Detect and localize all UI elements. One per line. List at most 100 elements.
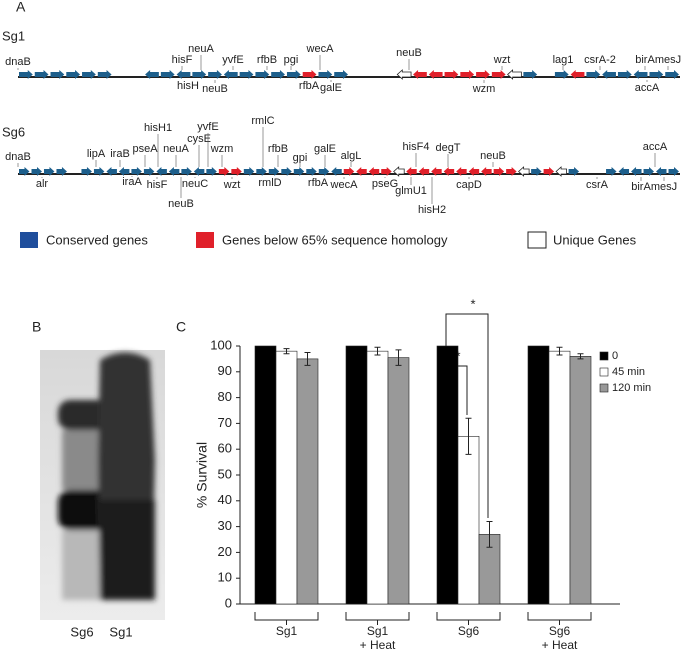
gene-label: rfbA [308, 177, 329, 189]
bar [254, 345, 277, 605]
y-axis-label: % Survival [194, 442, 210, 508]
gene-arrow [243, 167, 255, 176]
gene-label: galE [320, 82, 342, 94]
gene-arrow [649, 70, 664, 79]
bar [366, 350, 389, 605]
y-tick-label: 70 [218, 415, 232, 430]
gene-label: neuB [202, 83, 228, 95]
bar [387, 357, 410, 605]
legend-swatch [599, 383, 609, 393]
bar [436, 345, 459, 605]
gene-arrow [523, 70, 538, 79]
gene-label: iraA [122, 176, 142, 188]
gene-label: lipA [87, 148, 106, 160]
gene-label: wzt [493, 54, 511, 66]
legend-swatch [20, 232, 38, 248]
y-tick-label: 50 [218, 466, 232, 481]
gene-arrow [431, 167, 442, 176]
gene-label: degT [435, 142, 460, 154]
legend-label: 0 [612, 350, 618, 362]
y-tick-label: 20 [218, 544, 232, 559]
gene-arrow [318, 167, 330, 176]
gene-arrow [444, 70, 459, 79]
y-tick-label: 30 [218, 518, 232, 533]
gene-label: mesJ [651, 181, 677, 193]
gene-arrow [343, 167, 355, 176]
gene-arrow [293, 167, 305, 176]
gene-arrow [491, 70, 506, 79]
gene-arrow [356, 167, 367, 176]
gene-arrow [468, 167, 480, 176]
gene-arrow [193, 167, 205, 176]
gene-label: pseA [132, 143, 158, 155]
gene-label: neuA [163, 143, 189, 155]
gene-label: neuC [182, 178, 208, 190]
error-bar [465, 417, 472, 455]
bar [569, 356, 592, 605]
gene-arrow [208, 70, 222, 79]
gene-arrow [168, 167, 180, 176]
gene-label: wzt [223, 179, 241, 191]
error-bar [395, 349, 402, 366]
gene-arrow [268, 167, 280, 176]
gene-arrow [396, 69, 412, 80]
gene-label: pgi [284, 54, 299, 66]
panel-label: C [176, 319, 186, 335]
gene-arrow [206, 167, 217, 176]
gene-arrow [656, 167, 667, 176]
x-tick-label: Sg1 + Heat [359, 624, 396, 652]
group-bracket [345, 612, 410, 625]
gene-arrow [331, 167, 342, 176]
gene-arrow [531, 167, 542, 176]
y-tick-label: 40 [218, 492, 232, 507]
gene-label: neuB [396, 47, 422, 59]
gene-label: pseG [372, 178, 398, 190]
x-tick-label: Sg1 [275, 624, 298, 638]
panel-label: B [32, 319, 41, 335]
gene-arrow [643, 167, 655, 176]
gene-arrow [271, 70, 285, 79]
gene-arrow [381, 167, 392, 176]
gene-label: hisH1 [144, 122, 172, 134]
gene-arrow [192, 70, 207, 79]
gene-label: algL [341, 150, 362, 162]
gene-label: rfbA [299, 80, 320, 92]
gene-arrow [145, 70, 159, 79]
gene-label: birA [635, 54, 655, 66]
gene-arrow [176, 70, 191, 79]
gene-label: neuB [168, 198, 194, 210]
gene-arrow [618, 167, 630, 176]
gene-arrow [181, 167, 192, 176]
gene-label: wecA [306, 43, 335, 55]
gene-arrow [218, 167, 230, 176]
gene-arrow [570, 70, 585, 79]
gene-arrow [606, 167, 617, 176]
gene-arrow [31, 167, 42, 176]
gene-arrow [368, 167, 380, 176]
legend-label: 45 min [612, 366, 645, 378]
gene-label: yvfE [222, 54, 243, 66]
gene-label: accA [643, 141, 668, 153]
gene-arrow [223, 70, 238, 79]
bar [457, 435, 480, 605]
gene-arrow [306, 167, 317, 176]
gene-arrow [286, 70, 301, 79]
gene-arrow [586, 70, 601, 79]
gene-label: neuA [188, 43, 214, 55]
gene-arrow [543, 167, 555, 176]
gene-label: wzm [210, 143, 234, 155]
gene-arrow [602, 70, 616, 79]
gene-label: hisH [177, 80, 199, 92]
gene-label: lag1 [553, 54, 574, 66]
gene-label: cysE [187, 133, 211, 145]
gene-label: rfbB [257, 54, 277, 66]
gene-arrow [19, 167, 30, 176]
gene-arrow [281, 167, 292, 176]
gene-arrow [231, 167, 242, 176]
legend-label: Unique Genes [553, 232, 637, 247]
gene-label: capD [456, 179, 482, 191]
gene-label: dnaB [5, 151, 31, 163]
y-tick-label: 90 [218, 363, 232, 378]
panel-label: A [16, 0, 26, 15]
